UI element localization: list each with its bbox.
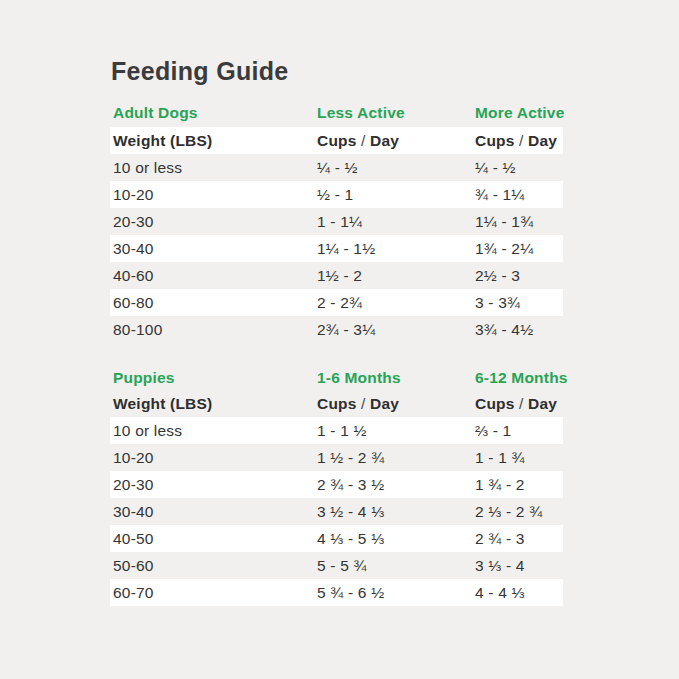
puppy-table-row: 60-70 5 ¾ - 6 ½ 4 - 4 ⅓ xyxy=(110,579,563,606)
weight-cell: 10 or less xyxy=(110,422,314,440)
less-active-cell: 2 - 2¾ xyxy=(314,294,472,312)
weight-cell: 10-20 xyxy=(110,449,314,467)
page-title: Feeding Guide xyxy=(111,57,289,86)
less-active-cell: ½ - 1 xyxy=(314,186,472,204)
weight-cell: 40-60 xyxy=(110,267,314,285)
months-1-6-cell: 5 ¾ - 6 ½ xyxy=(314,584,472,602)
weight-cell: 80-100 xyxy=(110,321,314,339)
weight-cell: 10-20 xyxy=(110,186,314,204)
adult-table-row: 40-60 1½ - 2 2½ - 3 xyxy=(110,262,563,289)
adult-cups-day-header-2: Cups / Day xyxy=(472,132,563,150)
puppy-col-1-6-months: 1-6 Months xyxy=(314,369,472,387)
more-active-cell: 2½ - 3 xyxy=(472,267,563,285)
adult-weight-header: Weight (LBS) xyxy=(110,132,314,150)
puppy-table-row: 10-20 1 ½ - 2 ¾ 1 - 1 ¾ xyxy=(110,444,563,471)
months-1-6-cell: 4 ⅓ - 5 ⅓ xyxy=(314,530,472,548)
adult-table-header-row: Weight (LBS) Cups / Day Cups / Day xyxy=(110,127,563,154)
adult-table-row: 20-30 1 - 1¼ 1¼ - 1¾ xyxy=(110,208,563,235)
less-active-cell: 1½ - 2 xyxy=(314,267,472,285)
puppy-cups-day-header-1: Cups / Day xyxy=(314,395,472,413)
months-6-12-cell: 2 ⅓ - 2 ¾ xyxy=(472,503,563,521)
puppy-table-row: 10 or less 1 - 1 ½ ⅔ - 1 xyxy=(110,417,563,444)
puppy-cups-day-header-2: Cups / Day xyxy=(472,395,563,413)
adult-cups-day-header-1: Cups / Day xyxy=(314,132,472,150)
puppy-weight-header: Weight (LBS) xyxy=(110,395,314,413)
more-active-cell: ¾ - 1¼ xyxy=(472,186,563,204)
puppy-section-label: Puppies xyxy=(110,369,314,387)
weight-cell: 50-60 xyxy=(110,557,314,575)
months-6-12-cell: 3 ⅓ - 4 xyxy=(472,557,563,575)
adult-dogs-table: Weight (LBS) Cups / Day Cups / Day 10 or… xyxy=(110,127,563,343)
more-active-cell: 1¾ - 2¼ xyxy=(472,240,563,258)
puppy-col-6-12-months: 6-12 Months xyxy=(472,369,568,387)
months-6-12-cell: 1 ¾ - 2 xyxy=(472,476,563,494)
adult-table-row: 30-40 1¼ - 1½ 1¾ - 2¼ xyxy=(110,235,563,262)
months-1-6-cell: 1 ½ - 2 ¾ xyxy=(314,449,472,467)
feeding-guide-page: Feeding Guide Adult Dogs Less Active Mor… xyxy=(0,0,679,679)
weight-cell: 30-40 xyxy=(110,503,314,521)
puppy-table-row: 40-50 4 ⅓ - 5 ⅓ 2 ¾ - 3 xyxy=(110,525,563,552)
months-1-6-cell: 3 ½ - 4 ⅓ xyxy=(314,503,472,521)
weight-cell: 30-40 xyxy=(110,240,314,258)
weight-cell: 40-50 xyxy=(110,530,314,548)
adult-col-more-active: More Active xyxy=(472,104,565,122)
weight-cell: 20-30 xyxy=(110,476,314,494)
puppy-table-header-row: Weight (LBS) Cups / Day Cups / Day xyxy=(110,390,563,417)
adult-table-row: 60-80 2 - 2¾ 3 - 3¾ xyxy=(110,289,563,316)
puppy-table-row: 20-30 2 ¾ - 3 ½ 1 ¾ - 2 xyxy=(110,471,563,498)
months-1-6-cell: 2 ¾ - 3 ½ xyxy=(314,476,472,494)
months-6-12-cell: 1 - 1 ¾ xyxy=(472,449,563,467)
months-1-6-cell: 1 - 1 ½ xyxy=(314,422,472,440)
months-6-12-cell: ⅔ - 1 xyxy=(472,422,563,440)
less-active-cell: 1 - 1¼ xyxy=(314,213,472,231)
puppy-table-row: 50-60 5 - 5 ¾ 3 ⅓ - 4 xyxy=(110,552,563,579)
less-active-cell: ¼ - ½ xyxy=(314,159,472,177)
months-6-12-cell: 2 ¾ - 3 xyxy=(472,530,563,548)
puppy-table-row: 30-40 3 ½ - 4 ⅓ 2 ⅓ - 2 ¾ xyxy=(110,498,563,525)
adult-table-row: 80-100 2¾ - 3¼ 3¾ - 4½ xyxy=(110,316,563,343)
weight-cell: 60-70 xyxy=(110,584,314,602)
adult-section-header: Adult Dogs Less Active More Active xyxy=(110,102,563,124)
months-1-6-cell: 5 - 5 ¾ xyxy=(314,557,472,575)
months-6-12-cell: 4 - 4 ⅓ xyxy=(472,584,563,602)
less-active-cell: 1¼ - 1½ xyxy=(314,240,472,258)
more-active-cell: 1¼ - 1¾ xyxy=(472,213,563,231)
more-active-cell: ¼ - ½ xyxy=(472,159,563,177)
adult-table-row: 10-20 ½ - 1 ¾ - 1¼ xyxy=(110,181,563,208)
weight-cell: 60-80 xyxy=(110,294,314,312)
adult-section-label: Adult Dogs xyxy=(110,104,314,122)
adult-col-less-active: Less Active xyxy=(314,104,472,122)
adult-table-row: 10 or less ¼ - ½ ¼ - ½ xyxy=(110,154,563,181)
less-active-cell: 2¾ - 3¼ xyxy=(314,321,472,339)
puppy-section-header: Puppies 1-6 Months 6-12 Months xyxy=(110,367,563,389)
weight-cell: 10 or less xyxy=(110,159,314,177)
more-active-cell: 3¾ - 4½ xyxy=(472,321,563,339)
weight-cell: 20-30 xyxy=(110,213,314,231)
puppies-table: Weight (LBS) Cups / Day Cups / Day 10 or… xyxy=(110,390,563,606)
more-active-cell: 3 - 3¾ xyxy=(472,294,563,312)
